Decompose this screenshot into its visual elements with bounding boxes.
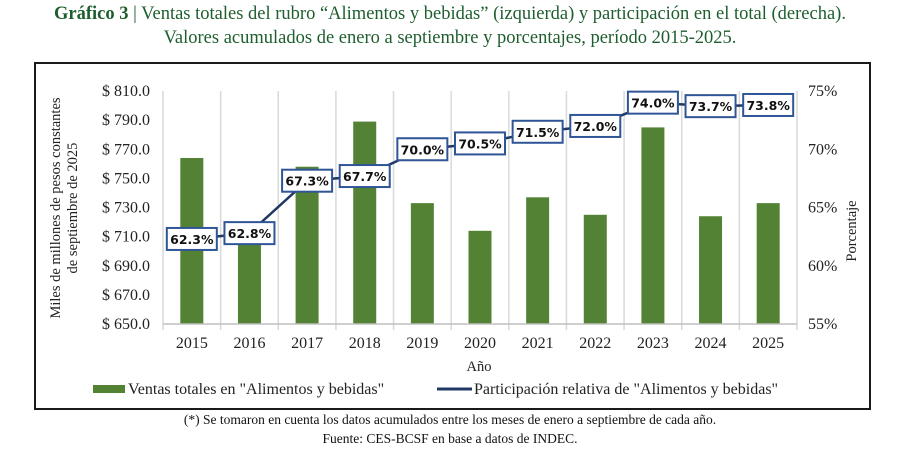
y-axis-label-line-1: Miles de millones de pesos constantes: [48, 97, 64, 318]
bar-2016: [237, 243, 261, 324]
data-labels: 62.3% 62.8% 67.3% 67.7% 70.0% 70.5% 71.5% 72.0%…: [165, 90, 795, 251]
bar-2022: [583, 214, 607, 324]
data-label-box: [569, 113, 622, 138]
data-label-box: [338, 164, 391, 189]
x-tick-label: 2019: [406, 335, 438, 352]
x-tick-label: 2020: [464, 335, 496, 352]
footnote: (*) Se tomaron en cuenta los datos acumu…: [183, 412, 717, 427]
y-tick-label: $ 750.0: [102, 170, 150, 187]
bar-2017: [295, 166, 319, 324]
data-label: 71.5%: [516, 125, 560, 140]
x-tick-label: 2025: [752, 335, 784, 352]
y-tick-label: $ 770.0: [102, 141, 150, 158]
data-label-box: [742, 92, 795, 117]
bar-2023: [641, 127, 665, 324]
data-label-box: [511, 119, 564, 144]
chart-frame: [34, 62, 871, 410]
y2-tick-label: 65%: [808, 200, 837, 217]
y-tick-label: $ 790.0: [102, 112, 150, 129]
x-tick-label: 2016: [233, 335, 265, 352]
bar-2024: [699, 216, 723, 324]
legend-label-bars: Ventas totales en "Alimentos y bebidas": [128, 381, 384, 398]
data-label-box: [396, 137, 449, 162]
data-label-box: [223, 221, 276, 246]
title-line-1: Gráfico 3 | Ventas totales del rubro “Al…: [0, 2, 900, 26]
data-label: 67.3%: [285, 174, 329, 189]
x-tick-label: 2022: [579, 335, 611, 352]
y2-tick-label: 70%: [808, 141, 837, 158]
x-axis-label: Año: [467, 359, 492, 375]
bar-2021: [526, 197, 550, 324]
data-label: 70.5%: [458, 136, 502, 151]
bar-2019: [410, 203, 434, 324]
gridlines: [162, 91, 798, 330]
line-series: [190, 101, 770, 241]
data-label-box: [281, 168, 334, 193]
x-tick-label: 2023: [637, 335, 669, 352]
bar-2025: [756, 203, 780, 324]
y-tick-label: $ 810.0: [102, 83, 150, 100]
y2-tick-label: 75%: [808, 83, 837, 100]
data-label: 73.8%: [746, 98, 790, 113]
bar-2018: [353, 121, 377, 324]
data-label: 73.7%: [689, 99, 733, 114]
data-label: 62.3%: [170, 232, 214, 247]
y-tick-label: $ 650.0: [102, 316, 150, 333]
data-label: 67.7%: [343, 169, 387, 184]
tick-labels: $ 650.0 $ 670.0 $ 690.0 $ 710.0 $ 730.0 $ 750…: [102, 83, 837, 352]
data-label: 72.0%: [574, 119, 618, 134]
legend-swatch-bars: [93, 385, 125, 393]
source-note: Fuente: CES-BCSF en base a datos de INDE…: [322, 431, 578, 446]
data-label: 62.8%: [228, 226, 272, 241]
data-label-box: [684, 94, 737, 119]
data-label: 74.0%: [631, 96, 675, 111]
title-line-2: Valores acumulados de enero a septiembre…: [163, 28, 737, 48]
bar-2020: [468, 230, 492, 324]
x-tick-label: 2021: [522, 335, 554, 352]
title-text: Ventas totales del rubro “Alimentos y be…: [141, 4, 846, 24]
y2-axis-label: Porcentaje: [844, 200, 860, 261]
x-tick-label: 2018: [349, 335, 381, 352]
data-label-box: [165, 226, 218, 251]
data-label: 70.0%: [401, 142, 445, 157]
legend: Ventas totales en "Alimentos y bebidas" …: [93, 381, 778, 398]
y-axis-label-line-2: de septiembre de 2025: [65, 143, 81, 274]
figure-number: Gráfico 3: [54, 4, 129, 24]
data-label-box: [626, 90, 679, 115]
data-label-box: [454, 131, 506, 156]
y2-tick-label: 55%: [808, 316, 837, 333]
x-tick-label: 2017: [291, 335, 323, 352]
y-tick-label: $ 730.0: [102, 200, 150, 217]
legend-label-line: Participación relativa de "Alimentos y b…: [474, 381, 778, 398]
y2-tick-label: 60%: [808, 258, 837, 275]
x-tick-label: 2015: [176, 335, 208, 352]
chart-title: Gráfico 3 | Ventas totales del rubro “Al…: [0, 2, 900, 50]
y-tick-label: $ 690.0: [102, 258, 150, 275]
y-tick-label: $ 670.0: [102, 287, 150, 304]
x-tick-label: 2024: [695, 335, 727, 352]
title-separator: |: [133, 4, 137, 24]
y-tick-label: $ 710.0: [102, 229, 150, 246]
